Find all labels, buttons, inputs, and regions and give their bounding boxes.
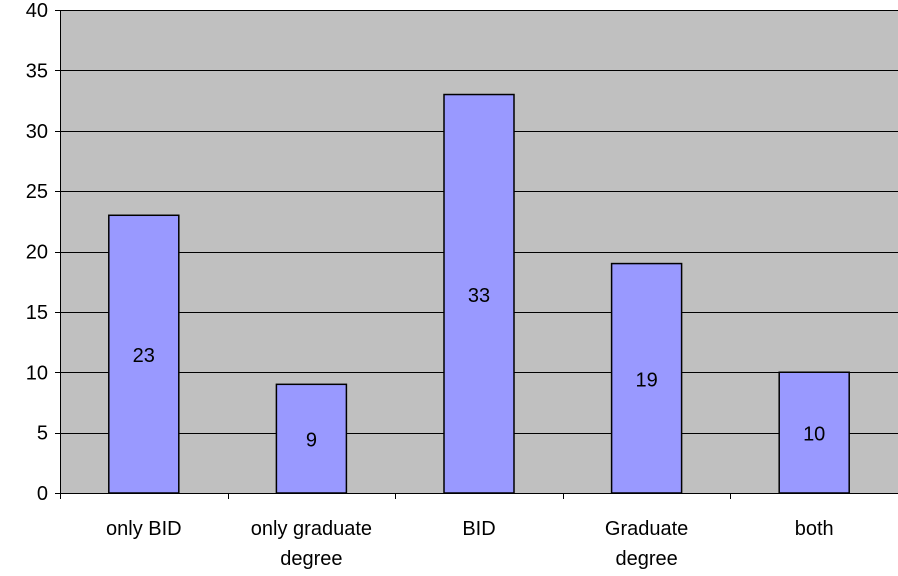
y-tick-labels: 0 5 10 15 20 25 30 35 40 xyxy=(26,0,48,505)
axes xyxy=(55,10,898,499)
x-tick-label-line: only BID xyxy=(106,518,182,540)
y-tick-label: 15 xyxy=(26,302,48,324)
bar xyxy=(778,371,850,494)
y-tick-label: 40 xyxy=(26,0,48,22)
x-tick-label: only graduate degree xyxy=(251,518,372,570)
x-tick-label-line: degree xyxy=(280,548,342,570)
x-tick-labels: only BID only graduate degree BID Graduate de… xyxy=(106,518,834,570)
y-tick-label: 0 xyxy=(37,483,48,505)
y-tick-label: 35 xyxy=(26,60,48,82)
bar-value-label: 9 xyxy=(306,430,317,452)
bar xyxy=(108,214,180,494)
y-tick-label: 30 xyxy=(26,121,48,143)
bar xyxy=(443,93,515,494)
bar xyxy=(610,262,683,494)
data-labels: 23 9 33 19 10 xyxy=(133,285,826,452)
x-tick-label-line: degree xyxy=(615,548,677,570)
x-tick-label: BID xyxy=(462,518,495,540)
y-tick-label: 10 xyxy=(26,362,48,384)
bars xyxy=(108,93,850,494)
x-tick-label: Graduate degree xyxy=(605,518,688,570)
x-tick-label-line: BID xyxy=(462,518,495,540)
x-tick-label-line: both xyxy=(795,518,834,540)
bar-value-label: 10 xyxy=(803,424,825,446)
x-tick-label-line: Graduate xyxy=(605,518,688,540)
bar xyxy=(275,383,348,494)
x-tick-label: both xyxy=(795,518,834,540)
x-tick-label: only BID xyxy=(106,518,182,540)
bar-value-label: 33 xyxy=(468,285,490,307)
y-tick-label: 25 xyxy=(26,181,48,203)
y-tick-label: 20 xyxy=(26,242,48,264)
y-tick-label: 5 xyxy=(37,423,48,445)
bar-value-label: 23 xyxy=(133,345,155,367)
x-tick-label-line: only graduate xyxy=(251,518,372,540)
bar-value-label: 19 xyxy=(635,369,657,391)
